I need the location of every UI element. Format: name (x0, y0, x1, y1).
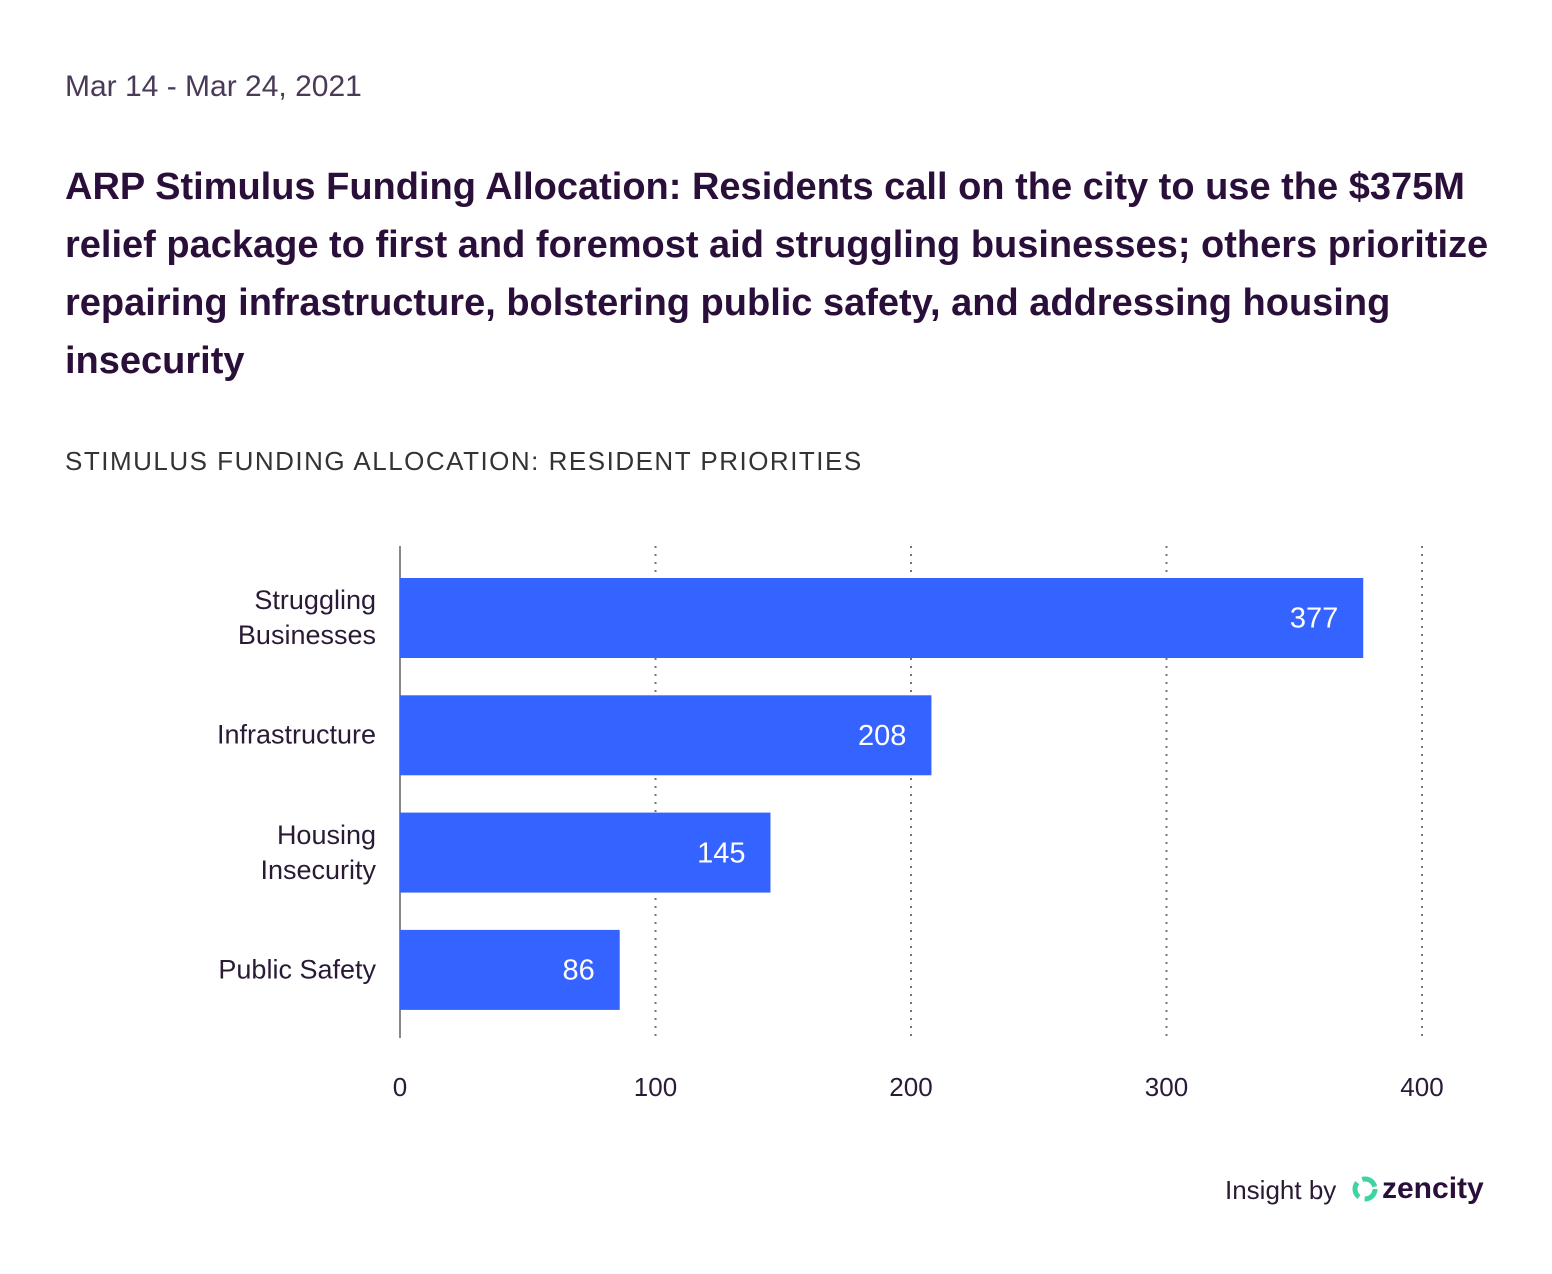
value-label: 377 (1290, 603, 1338, 635)
date-range: Mar 14 - Mar 24, 2021 (65, 70, 362, 103)
bar (400, 812, 771, 893)
x-tick-label: 400 (1400, 1072, 1443, 1102)
chart-subtitle: STIMULUS FUNDING ALLOCATION: RESIDENT PR… (65, 446, 863, 476)
logo-icon (1352, 1176, 1378, 1202)
bar (400, 578, 1364, 658)
chart-title: ARP Stimulus Funding Allocation: Residen… (65, 166, 1489, 382)
y-tick-label: Struggling Businesses (237, 585, 376, 650)
y-tick-label: Housing Insecurity (260, 819, 376, 885)
value-label: 145 (697, 837, 745, 869)
value-label: 208 (858, 720, 906, 752)
bar (400, 929, 620, 1010)
x-tick-label: 300 (1145, 1072, 1188, 1102)
x-tick-label: 0 (393, 1072, 407, 1102)
brand-name: zencity (1382, 1172, 1484, 1205)
brand-logo: zencity (1352, 1172, 1484, 1206)
x-tick-label: 200 (889, 1072, 932, 1102)
x-tick-label: 100 (634, 1072, 677, 1102)
bar (400, 695, 932, 776)
y-tick-label: Infrastructure (216, 719, 376, 750)
footer-prefix: Insight by (1225, 1175, 1337, 1205)
y-tick-label: Public Safety (218, 954, 376, 985)
value-label: 86 (562, 955, 594, 987)
